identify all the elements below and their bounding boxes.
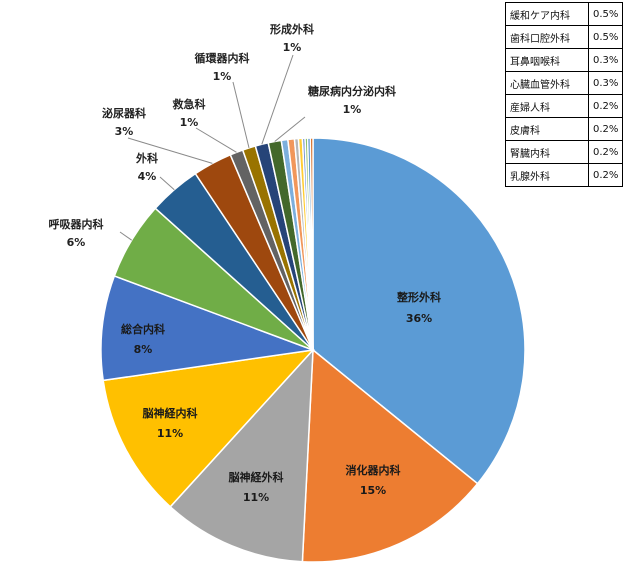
- pie-slice: [309, 137, 314, 351]
- table-cell-name: 皮膚科: [505, 117, 589, 141]
- table-cell-name: 耳鼻咽喉科: [505, 48, 589, 72]
- slice-label-name-shokaki: 消化器内科: [346, 463, 401, 477]
- table-cell-pct: 0.3%: [587, 48, 624, 72]
- pie-slice: [100, 275, 314, 382]
- slice-label-name-noshinkei-geka: 脳神経外科: [229, 470, 284, 484]
- table-row: 歯科口腔外科 0.5%: [505, 25, 624, 49]
- table-cell-name: 腎臓内科: [505, 140, 589, 164]
- leader-line: [232, 81, 250, 149]
- table-cell-pct: 0.2%: [587, 140, 624, 164]
- table-cell-pct: 0.2%: [587, 94, 624, 118]
- table-row: 腎臓内科 0.2%: [505, 140, 624, 164]
- pie-slices: [100, 137, 526, 563]
- slice-label-pct-kokyuki: 6%: [67, 236, 86, 249]
- table-cell-name: 緩和ケア内科: [505, 2, 589, 26]
- leader-line: [119, 231, 132, 241]
- leader-line: [274, 116, 306, 142]
- pie-slice: [312, 137, 526, 485]
- table-cell-pct: 0.5%: [587, 2, 624, 26]
- slice-label-pct-noshinkei-naika: 11%: [157, 427, 183, 440]
- table-row: 耳鼻咽喉科 0.3%: [505, 48, 624, 72]
- leader-line: [159, 176, 175, 191]
- leader-line: [127, 137, 213, 164]
- slice-label-pct-tonyo: 1%: [343, 103, 362, 116]
- slice-label-name-junkanki: 循環器内科: [195, 51, 250, 65]
- slice-label-pct-noshinkei-geka: 11%: [243, 491, 269, 504]
- slice-label-pct-kyukyu: 1%: [180, 116, 199, 129]
- table-row: 産婦人科 0.2%: [505, 94, 624, 118]
- table-cell-pct: 0.2%: [587, 163, 624, 187]
- leader-line: [261, 54, 294, 145]
- slice-label-name-kyukyu: 救急科: [173, 97, 206, 111]
- table-cell-pct: 0.5%: [587, 25, 624, 49]
- table-row: 皮膚科 0.2%: [505, 117, 624, 141]
- table-row: 緩和ケア内科 0.5%: [505, 2, 624, 26]
- pie-slice: [102, 348, 315, 508]
- slice-label-name-hinyoki: 泌尿器科: [102, 106, 146, 120]
- slice-label-name-geka: 外科: [135, 151, 158, 165]
- slice-label-name-tonyo: 糖尿病内分泌内科: [308, 84, 396, 98]
- table-cell-pct: 0.3%: [587, 71, 624, 95]
- small-slices-table: 緩和ケア内科 0.5% 歯科口腔外科 0.5% 耳鼻咽喉科 0.3% 心臓血管外…: [505, 2, 624, 187]
- table-cell-name: 乳腺外科: [505, 163, 589, 187]
- table-cell-name: 心臓血管外科: [505, 71, 589, 95]
- leader-line: [195, 127, 237, 153]
- slice-label-pct-geka: 4%: [138, 170, 157, 183]
- pie-slice: [169, 347, 314, 563]
- table-row: 心臓血管外科 0.3%: [505, 71, 624, 95]
- table-cell-name: 歯科口腔外科: [505, 25, 589, 49]
- slice-label-pct-sogo: 8%: [134, 343, 153, 356]
- leader-lines: [119, 54, 306, 241]
- slice-label-pct-shokaki: 15%: [360, 484, 386, 497]
- slice-label-name-noshinkei-naika: 脳神経内科: [143, 406, 198, 420]
- table-row: 乳腺外科 0.2%: [505, 163, 624, 187]
- slice-label-pct-junkanki: 1%: [213, 70, 232, 83]
- slice-label-name-keisei: 形成外科: [270, 22, 314, 36]
- slice-label-pct-hinyoki: 3%: [115, 125, 134, 138]
- table-cell-pct: 0.2%: [587, 117, 624, 141]
- slice-label-pct-seikei: 36%: [406, 312, 432, 325]
- pie-slice: [301, 348, 479, 563]
- slice-label-pct-keisei: 1%: [283, 41, 302, 54]
- table-cell-name: 産婦人科: [505, 94, 589, 118]
- slice-label-name-seikei: 整形外科: [396, 290, 441, 304]
- slice-label-name-sogo: 総合内科: [121, 322, 165, 336]
- slice-label-name-kokyuki: 呼吸器内科: [49, 217, 104, 231]
